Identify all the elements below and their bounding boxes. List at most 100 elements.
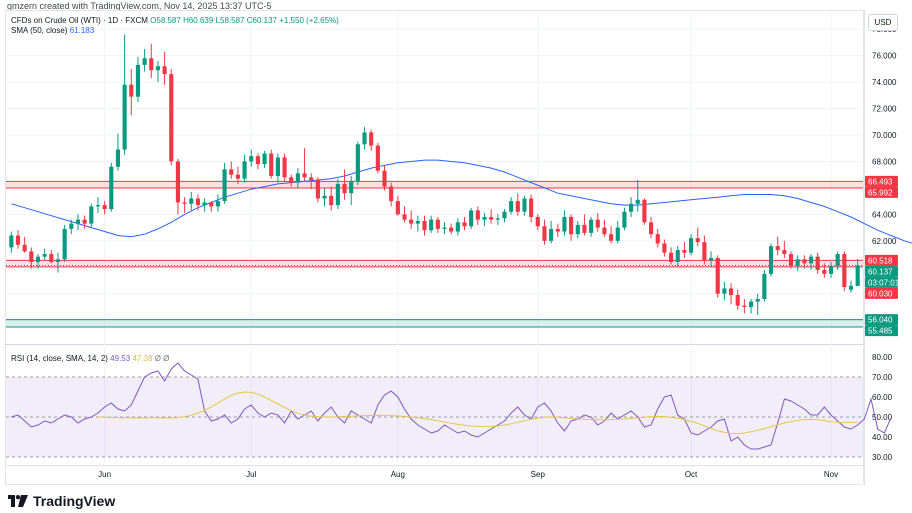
- legend-sma-value: 61.183: [69, 26, 95, 35]
- candle-body: [22, 244, 27, 252]
- candle: [149, 43, 154, 79]
- price-tick-label: 74.000: [872, 78, 897, 87]
- candle: [555, 223, 560, 237]
- candle-body: [189, 198, 194, 204]
- candle-body: [715, 258, 720, 294]
- candle: [715, 255, 720, 298]
- currency-button[interactable]: USD: [868, 14, 898, 31]
- price-label-bg: [865, 254, 898, 266]
- time-axis-label: Jul: [246, 470, 256, 479]
- candle-body: [662, 243, 667, 253]
- candle: [135, 56, 141, 102]
- price-tick-label: 70.000: [872, 131, 897, 140]
- candle: [549, 220, 554, 244]
- price-label-text: 56.040: [868, 316, 893, 325]
- candle: [609, 226, 614, 244]
- candle-body: [822, 269, 827, 274]
- candle: [289, 174, 294, 187]
- candle-body: [615, 227, 620, 241]
- candle: [435, 217, 440, 233]
- candle-body: [755, 299, 760, 302]
- candle-body: [222, 169, 227, 202]
- candle: [35, 254, 41, 269]
- candle: [762, 269, 767, 302]
- candle-body: [142, 58, 147, 65]
- candle-body: [449, 227, 454, 232]
- candle: [582, 214, 587, 236]
- candle-body: [129, 84, 134, 97]
- candle: [382, 165, 387, 191]
- candle-body: [109, 166, 114, 210]
- candle: [55, 252, 61, 273]
- candle: [515, 193, 520, 216]
- candle: [855, 258, 860, 286]
- candle-body: [748, 301, 754, 307]
- candle-body: [122, 84, 127, 150]
- candle-body: [162, 66, 167, 75]
- candle: [115, 133, 121, 171]
- price-label-text: 65.992: [868, 188, 893, 197]
- candle-body: [542, 226, 547, 241]
- candle: [755, 293, 760, 315]
- candle-body: [409, 219, 414, 224]
- candle: [389, 182, 394, 207]
- candle-body: [322, 195, 327, 199]
- candle-body: [689, 238, 694, 253]
- candle-body: [855, 265, 860, 286]
- candle-body: [609, 234, 614, 241]
- candle-body: [155, 66, 161, 71]
- resistance-zone-upper: [6, 181, 863, 189]
- candle: [29, 247, 34, 269]
- candle-body: [235, 174, 240, 179]
- candle: [482, 213, 487, 227]
- price-tick-label: 68.000: [872, 157, 897, 166]
- candle: [509, 197, 514, 215]
- candle: [242, 154, 247, 183]
- candle: [788, 251, 794, 269]
- rsi-tick-label: 70.00: [872, 373, 893, 382]
- time-axis-label: Nov: [824, 470, 838, 479]
- candle-body: [42, 254, 47, 257]
- candle: [768, 243, 774, 277]
- candle: [395, 195, 400, 216]
- legend-sma: SMA (50, close) 61.183: [11, 26, 94, 35]
- candle: [469, 207, 474, 229]
- candle: [602, 219, 607, 237]
- rsi-tick-label: 30.00: [872, 453, 893, 462]
- candle: [529, 194, 534, 223]
- chart-area[interactable]: [5, 10, 865, 485]
- candle: [155, 60, 161, 83]
- candle-body: [682, 250, 687, 253]
- rsi-tick-label: 40.00: [872, 433, 893, 442]
- candle: [742, 299, 747, 314]
- tradingview-logo[interactable]: TradingView: [8, 492, 115, 510]
- candle: [42, 248, 47, 261]
- candle: [109, 162, 114, 212]
- candle-body: [569, 217, 574, 235]
- candle-body: [9, 235, 14, 248]
- time-axis-label: Oct: [685, 470, 698, 479]
- candle-body: [602, 227, 607, 235]
- candle: [322, 187, 327, 207]
- candle-body: [249, 156, 254, 162]
- candle: [402, 206, 407, 223]
- candle: [182, 197, 187, 214]
- candle: [495, 214, 500, 225]
- candle: [728, 283, 734, 305]
- candle: [455, 218, 460, 236]
- candle: [595, 213, 600, 232]
- candle-body: [835, 254, 840, 266]
- price-tick-label: 64.000: [872, 210, 897, 219]
- candle: [429, 215, 434, 233]
- candle: [175, 158, 180, 215]
- price-tick-label: 72.000: [872, 105, 897, 114]
- candle: [195, 194, 200, 211]
- candle-body: [35, 256, 41, 262]
- candle-body: [595, 219, 600, 228]
- tradingview-logo-text: TradingView: [33, 493, 116, 509]
- legend-change: +1.550 (+2.65%): [279, 16, 339, 25]
- candle-body: [282, 157, 287, 178]
- candle: [69, 219, 74, 235]
- candle: [102, 201, 107, 215]
